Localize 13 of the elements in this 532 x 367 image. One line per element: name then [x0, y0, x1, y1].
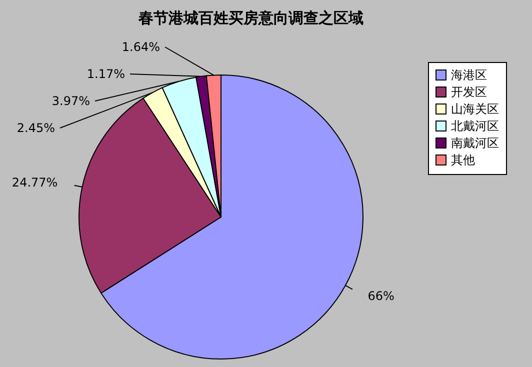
data-label: 3.97%	[52, 94, 90, 108]
legend-label: 北戴河区	[451, 119, 499, 133]
data-label: 1.17%	[86, 67, 125, 81]
legend-label: 南戴河区	[451, 136, 499, 150]
legend-label: 开发区	[451, 85, 487, 99]
legend-label: 海港区	[451, 68, 487, 82]
data-label: 1.64%	[122, 40, 160, 54]
chart-title: 春节港城百姓买房意向调查之区域	[138, 9, 364, 27]
data-label: 66%	[368, 289, 394, 304]
legend-label: 山海关区	[451, 102, 499, 116]
legend-label: 其他	[451, 153, 475, 167]
data-label: 2.45%	[16, 121, 55, 135]
data-label: 24.77%	[12, 175, 58, 190]
